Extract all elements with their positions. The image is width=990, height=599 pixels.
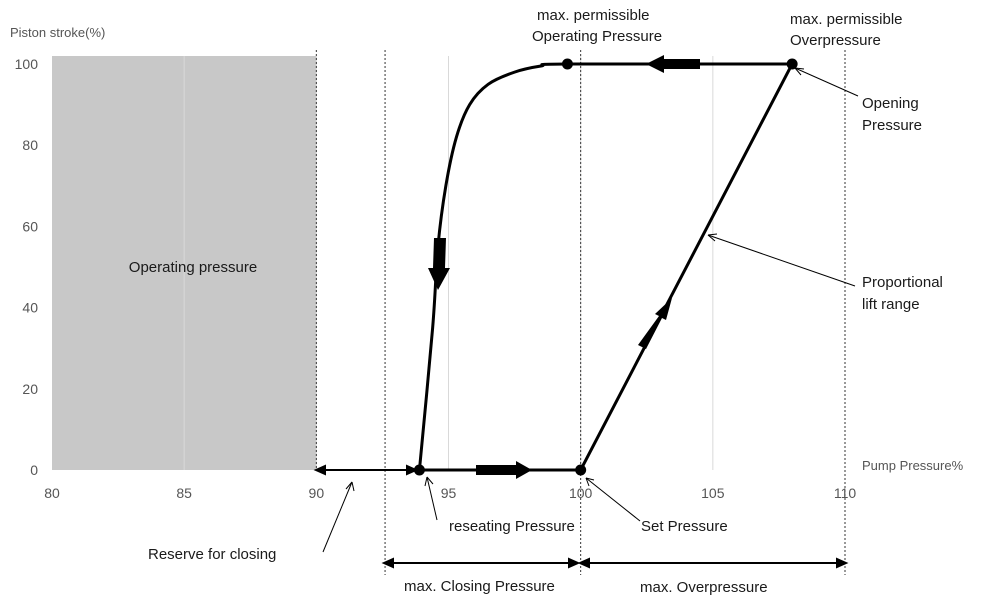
arrow-left-icon	[646, 55, 700, 73]
y-axis-label: Piston stroke(%)	[10, 25, 105, 40]
opening-pointer	[794, 67, 859, 97]
max-closing-pressure-label: max. Closing Pressure	[404, 578, 555, 595]
reserve-range-left-head	[313, 464, 326, 476]
max-overpressure-top-label-line1: max. permissible	[790, 11, 903, 28]
proportional-lift-label-line1: Proportional	[862, 274, 943, 291]
reserve-range-right-head	[406, 464, 419, 476]
closing-range-left-head	[381, 557, 394, 569]
reserve-for-closing-label: Reserve for closing	[148, 546, 276, 563]
operating-pressure-label: Operating pressure	[129, 259, 257, 276]
max-overpressure-label: max. Overpressure	[640, 579, 768, 596]
x-tick-labels: 80 85 90 95 100 105 110	[44, 485, 856, 501]
reserve-pointer	[322, 481, 353, 553]
y-tick-label: 20	[22, 381, 38, 397]
max-operating-label-line2: Operating Pressure	[532, 28, 662, 45]
x-axis-label: Pump Pressure%	[862, 458, 964, 473]
key-point-marker	[413, 464, 425, 476]
y-tick-label: 0	[30, 462, 38, 478]
y-tick-label: 80	[22, 137, 38, 153]
reseating-pointer-head	[424, 476, 434, 487]
x-tick-label: 80	[44, 485, 60, 501]
key-point-marker	[561, 58, 573, 70]
valve-characteristic-curve	[417, 62, 795, 472]
opening-pressure-label-line2: Pressure	[862, 117, 922, 134]
arrow-up-icon	[638, 298, 672, 349]
closing-range-right-head	[568, 557, 581, 569]
x-tick-label: 95	[441, 485, 457, 501]
y-tick-label: 100	[15, 56, 39, 72]
arrow-down-icon	[428, 238, 450, 290]
key-point-marker	[786, 58, 798, 70]
set-pressure-pointer-head	[585, 477, 595, 487]
overpressure-range-right-head	[836, 557, 849, 569]
key-point-marker	[575, 464, 587, 476]
proportional-pointer-head	[707, 233, 718, 242]
set-pressure-pointer	[585, 477, 641, 522]
x-tick-label: 105	[701, 485, 725, 501]
x-tick-label: 110	[834, 485, 857, 501]
max-overpressure-top-label-line2: Overpressure	[790, 32, 881, 49]
arrow-right-icon	[476, 461, 532, 479]
max-operating-label-line1: max. permissible	[537, 7, 650, 24]
dashed-reference-lines	[315, 50, 846, 575]
y-tick-labels: 0 20 40 60 80 100	[15, 56, 39, 478]
key-points	[413, 58, 798, 476]
x-tick-label: 90	[309, 485, 325, 501]
annotation-pointers	[322, 67, 859, 553]
set-pressure-label: Set Pressure	[641, 518, 728, 535]
reserve-pointer-head	[345, 481, 355, 492]
proportional-pointer	[707, 234, 856, 287]
opening-pressure-label-line1: Opening	[862, 95, 919, 112]
opening-pointer-head	[794, 67, 805, 76]
x-tick-label: 100	[569, 485, 593, 501]
y-tick-label: 40	[22, 300, 38, 316]
x-tick-label: 85	[176, 485, 192, 501]
flow-direction-arrows	[428, 55, 700, 479]
y-tick-label: 60	[22, 218, 38, 234]
reseating-pointer	[426, 476, 438, 521]
range-double-arrows	[313, 464, 849, 569]
proportional-lift-label-line2: lift range	[862, 296, 920, 313]
overpressure-range-left-head	[577, 557, 590, 569]
reseating-pressure-label: reseating Pressure	[449, 518, 575, 535]
